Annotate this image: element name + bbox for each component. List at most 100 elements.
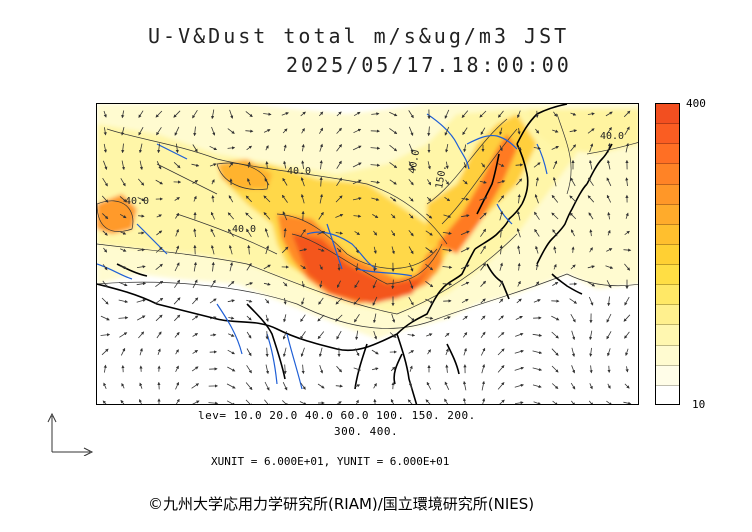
- wind-arrow: [625, 177, 629, 187]
- wind-arrow: [210, 244, 215, 255]
- rivers: [97, 113, 548, 390]
- wind-arrow: [263, 129, 271, 133]
- wind-arrow: [606, 248, 613, 252]
- wind-arrow: [264, 298, 270, 304]
- wind-arrow: [246, 315, 252, 321]
- contour-label: 40.0: [600, 131, 624, 142]
- wind-arrow: [103, 143, 107, 153]
- wind-arrow: [227, 146, 236, 150]
- wind-arrow: [175, 143, 179, 154]
- wind-arrow: [155, 280, 164, 288]
- wind-arrow: [481, 380, 485, 391]
- wind-arrow: [173, 110, 181, 118]
- wind-arrow: [352, 179, 362, 185]
- wind-arrow: [390, 366, 396, 372]
- wind-arrow: [336, 247, 342, 253]
- wind-arrow: [245, 382, 253, 391]
- wind-arrow: [425, 247, 434, 253]
- wind-arrow: [156, 230, 163, 236]
- wind-arrow: [336, 330, 342, 340]
- wind-arrow: [335, 384, 343, 388]
- wind-arrow: [532, 350, 543, 355]
- wind-arrow: [136, 282, 147, 286]
- wind-arrow: [607, 296, 611, 307]
- wind-arrow: [462, 179, 468, 185]
- wind-arrow: [442, 265, 453, 269]
- wind-arrow: [553, 246, 557, 254]
- wind-arrow: [282, 400, 289, 404]
- wind-arrow: [517, 262, 521, 271]
- wind-arrow: [389, 128, 398, 135]
- wind-arrow: [283, 144, 287, 151]
- wind-arrow: [535, 263, 539, 271]
- dust-map-canvas: 40.0 40.0 40.0 40.0 150. 40.0: [97, 104, 638, 404]
- wind-arrow: [499, 399, 505, 404]
- wind-arrow: [174, 331, 180, 338]
- wind-arrow: [551, 315, 560, 321]
- wind-arrow: [408, 246, 414, 255]
- colorbar-segment: [656, 124, 679, 145]
- wind-arrow: [300, 265, 307, 270]
- wind-arrow: [570, 400, 576, 404]
- wind-arrow: [390, 196, 397, 202]
- colorbar-segment: [656, 345, 679, 366]
- wind-arrow: [517, 110, 521, 119]
- wind-arrow: [283, 364, 287, 375]
- colorbar-min-label: 10: [692, 398, 706, 411]
- wind-arrow: [497, 180, 506, 184]
- wind-arrow: [210, 211, 215, 220]
- wind-arrow: [353, 111, 361, 117]
- wind-arrow: [408, 196, 414, 202]
- wind-arrow: [461, 214, 470, 218]
- wind-arrow: [427, 126, 431, 137]
- wind-arrow: [570, 313, 576, 323]
- colorbar-segment: [656, 385, 679, 404]
- wind-arrow: [408, 350, 415, 354]
- wind-arrow: [534, 211, 540, 220]
- wind-arrow: [337, 280, 341, 289]
- wind-arrow: [442, 231, 452, 235]
- wind-arrow: [265, 161, 269, 169]
- wind-arrow: [264, 399, 271, 404]
- wind-arrow: [570, 264, 576, 270]
- wind-arrow: [263, 264, 271, 270]
- wind-arrow: [211, 126, 216, 136]
- wind-arrow: [409, 365, 413, 372]
- wind-arrow: [355, 247, 359, 254]
- colorbar-segment: [656, 365, 679, 386]
- wind-arrow: [354, 280, 360, 289]
- wind-arrow: [517, 280, 521, 287]
- wind-arrow: [370, 180, 380, 184]
- wind-arrow: [209, 298, 217, 304]
- chart-timestamp: 2025/05/17.18:00:00: [286, 53, 572, 77]
- wind-arrow: [139, 382, 143, 389]
- wind-arrow: [390, 398, 394, 404]
- wind-arrow: [155, 179, 163, 185]
- wind-arrow: [389, 332, 397, 339]
- wind-arrow: [211, 195, 215, 203]
- wind-arrow: [264, 178, 270, 186]
- wind-arrow: [229, 109, 234, 119]
- wind-arrow: [373, 263, 377, 272]
- wind-arrow: [607, 211, 611, 220]
- wind-arrow: [463, 380, 467, 391]
- wind-arrow: [120, 178, 126, 187]
- level-legend-line1: lev= 10.0 20.0 40.0 60.0 100. 150. 200.: [198, 409, 476, 422]
- wind-arrow: [479, 110, 487, 118]
- wind-arrow: [499, 145, 503, 152]
- wind-arrow: [118, 316, 129, 320]
- wind-arrow: [227, 299, 235, 303]
- wind-arrow: [138, 143, 143, 154]
- wind-arrow: [570, 177, 576, 187]
- wind-arrow: [121, 382, 125, 389]
- wind-arrow: [462, 127, 468, 136]
- wind-arrow: [317, 383, 325, 389]
- wind-arrow: [174, 197, 180, 201]
- wind-arrow: [174, 279, 181, 288]
- wind-arrow: [263, 112, 272, 116]
- wind-arrow: [265, 245, 270, 255]
- wind-arrow: [301, 364, 305, 375]
- wind-arrow: [425, 263, 434, 271]
- wind-arrow: [606, 127, 612, 135]
- wind-arrow: [463, 144, 467, 153]
